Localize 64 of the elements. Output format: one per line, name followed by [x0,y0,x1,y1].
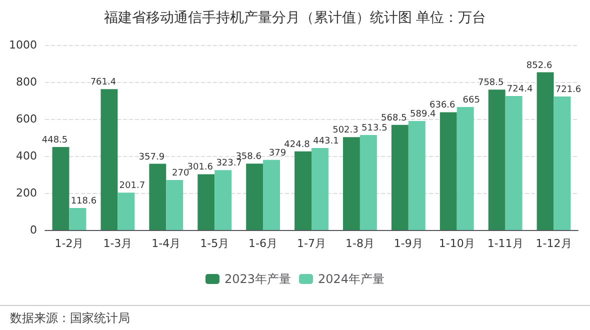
data-label: 513.5 [362,124,388,134]
data-label: 761.4 [90,78,116,88]
x-tick-label: 1-2月 [54,237,84,250]
data-label: 502.3 [332,126,358,136]
data-label: 379 [268,148,286,158]
bar [214,170,232,230]
data-label: 724.4 [506,84,533,94]
bar [440,112,457,230]
chart-title: 福建省移动通信手持机产量分月（累计值）统计图 单位：万台 [104,10,486,26]
data-label: 301.6 [187,162,214,173]
bar [536,72,554,230]
bar [263,160,280,230]
data-label: 721.6 [555,85,582,96]
data-label: 443.1 [313,136,339,147]
bar [198,174,215,230]
data-label: 357.9 [138,152,165,162]
bar [456,106,474,230]
bar [246,164,264,230]
data-label: 323.7 [216,158,242,169]
x-tick-label: 1-9月 [394,237,423,250]
y-tick-label: 1000 [9,38,37,52]
legend-label: 2023年产量 [224,272,292,286]
bar [100,89,118,230]
y-tick-label: 400 [16,150,37,162]
bar [505,96,522,230]
data-label: 424.8 [284,140,310,150]
x-tick-label: 1-5月 [200,237,230,250]
legend-label: 2024年产量 [318,272,385,286]
data-label: 589.4 [410,109,436,120]
data-label: 568.5 [381,113,407,124]
x-tick-label: 1-8月 [345,237,374,250]
x-tick-label: 1-6月 [248,237,278,250]
bar [360,135,377,230]
y-tick-label: 0 [30,224,37,236]
x-tick-label: 1-4月 [152,237,181,250]
bar [488,90,506,230]
data-label: 758.5 [478,78,504,88]
bar [408,120,426,230]
bar [391,124,408,230]
data-label: 852.6 [526,60,552,71]
y-tick-label: 800 [16,76,37,88]
bar [118,192,135,230]
x-tick-label: 1-7月 [297,237,326,250]
x-tick-label: 1-11月 [487,237,524,250]
source-note: 数据来源：国家统计局 [10,311,130,325]
data-label: 665 [462,95,480,106]
y-tick-label: 600 [16,112,37,126]
data-label: 636.6 [430,100,456,111]
bar [52,147,70,230]
bar [149,164,166,230]
bar [69,208,86,230]
x-tick-label: 1-12月 [536,237,572,250]
data-label: 270 [172,168,190,179]
x-tick-label: 1-10月 [438,237,475,250]
bar [554,96,571,230]
bar [294,151,312,230]
data-label: 448.5 [42,136,68,146]
bar [312,148,328,230]
bar [166,180,184,230]
y-tick-label: 200 [16,186,37,200]
data-label: 118.6 [70,196,97,207]
bar [342,137,360,230]
data-label: 201.7 [119,181,146,192]
x-tick-label: 1-3月 [103,237,132,250]
